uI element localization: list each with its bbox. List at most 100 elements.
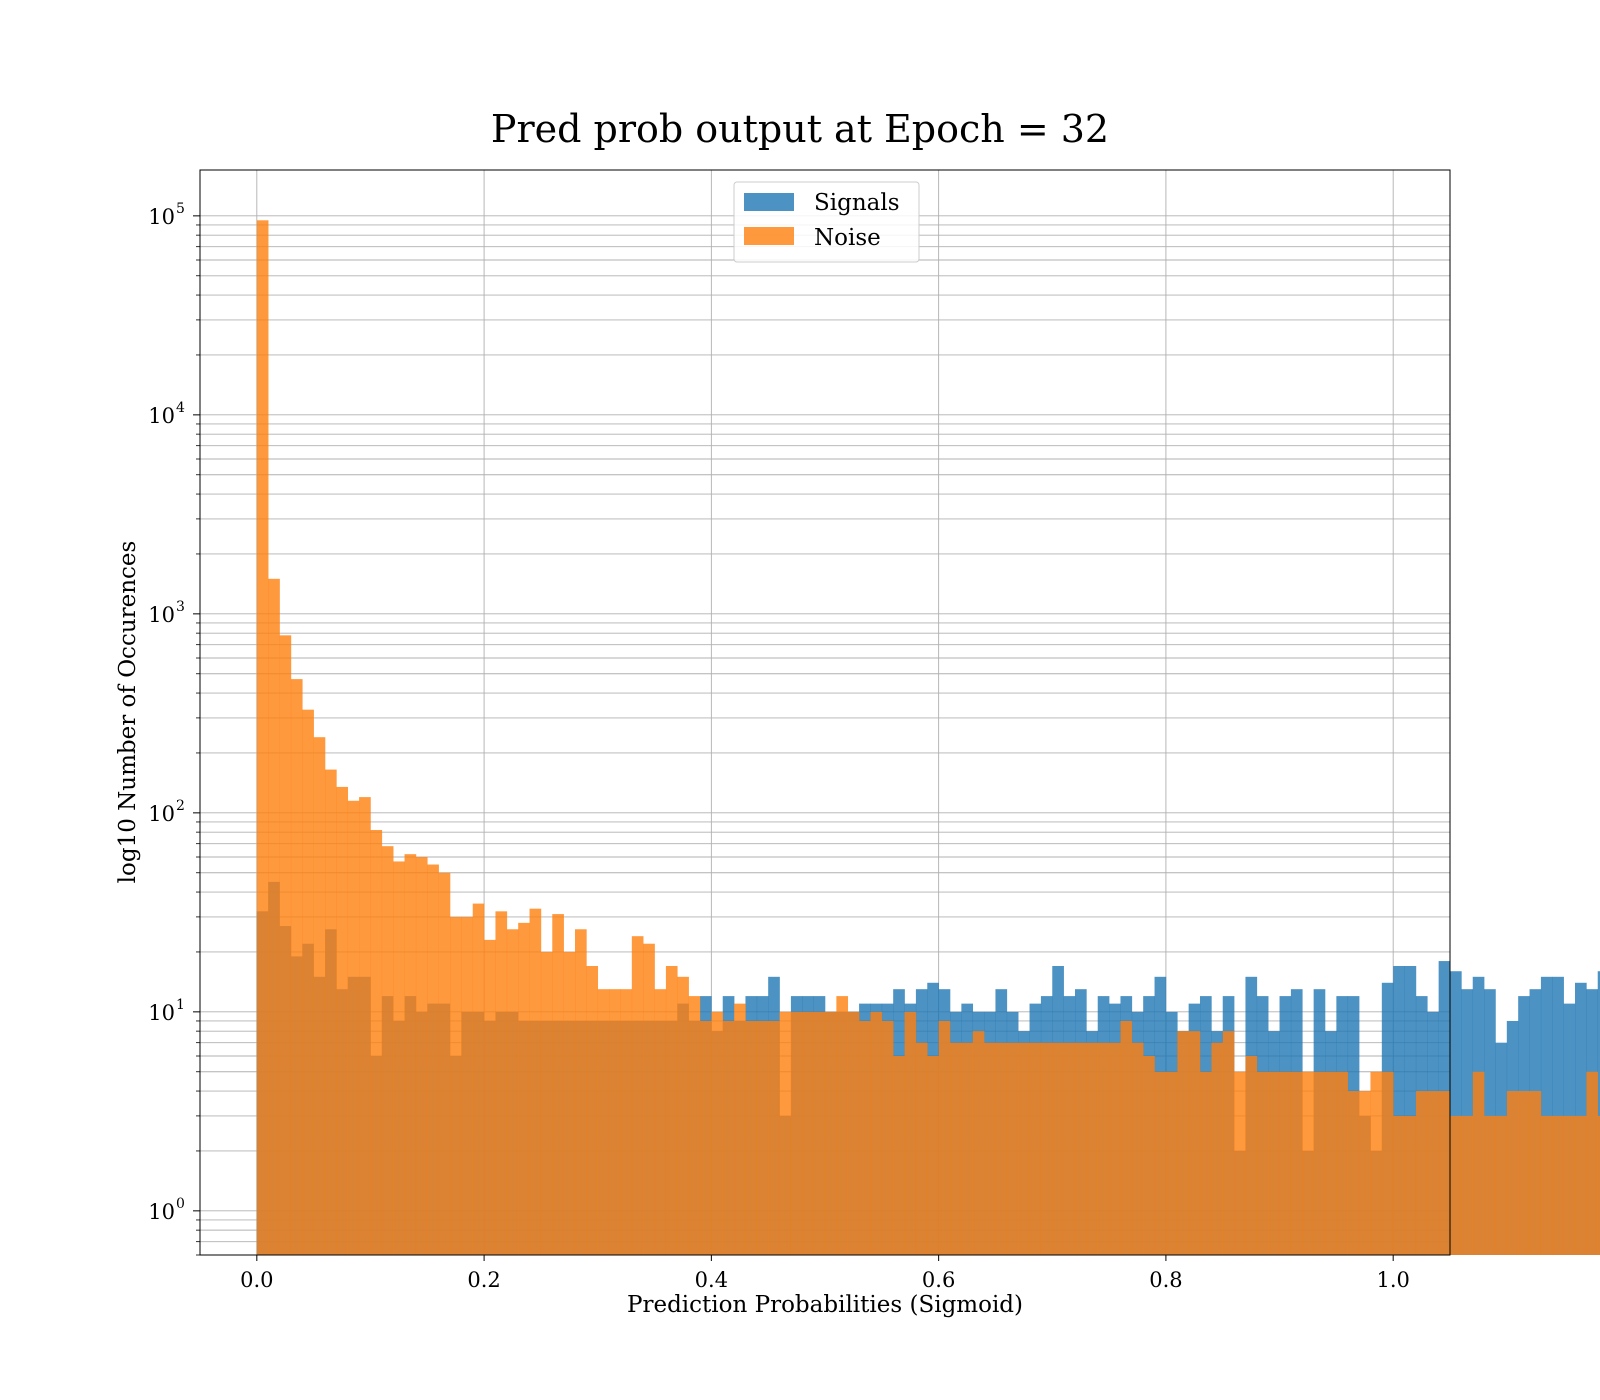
noise-bar xyxy=(1268,1071,1280,1255)
noise-bar xyxy=(1472,1071,1485,1255)
noise-bar xyxy=(1234,1071,1246,1255)
y-tick-exponent: 0 xyxy=(176,1196,185,1212)
noise-bar xyxy=(404,854,417,1255)
noise-bar xyxy=(756,1020,769,1255)
legend-label-noise: Noise xyxy=(814,225,881,251)
noise-bar xyxy=(768,1020,780,1255)
noise-bar xyxy=(552,914,564,1255)
noise-bar xyxy=(711,1011,724,1255)
noise-bar xyxy=(450,916,462,1255)
noise-bar xyxy=(665,965,678,1255)
noise-bar xyxy=(1040,1042,1053,1255)
signals-bar xyxy=(1393,965,1405,1255)
noise-bar xyxy=(575,929,587,1255)
noise-bar xyxy=(597,989,610,1255)
noise-bar xyxy=(734,1003,746,1255)
noise-bar xyxy=(1256,1071,1269,1255)
noise-bar xyxy=(529,908,542,1255)
noise-bar xyxy=(1484,1115,1496,1255)
y-tick-exponent: 3 xyxy=(176,599,185,615)
noise-bar xyxy=(1563,1115,1576,1255)
noise-bar xyxy=(484,939,496,1255)
noise-bar xyxy=(302,709,314,1255)
noise-bar xyxy=(1188,1031,1201,1255)
signals-bar xyxy=(1404,965,1417,1255)
noise-bar xyxy=(1450,1115,1462,1255)
noise-bar xyxy=(859,1020,871,1255)
noise-bar xyxy=(336,786,349,1255)
noise-bar xyxy=(1018,1042,1030,1255)
noise-bar xyxy=(268,578,280,1255)
y-tick-label: 10 xyxy=(148,404,175,428)
noise-bar xyxy=(643,943,655,1255)
noise-bar xyxy=(461,916,474,1255)
noise-bar xyxy=(881,1020,894,1255)
noise-bar xyxy=(1029,1042,1042,1255)
noise-bar xyxy=(1154,1071,1167,1255)
y-tick-exponent: 1 xyxy=(176,997,185,1013)
x-tick-label: 0.4 xyxy=(695,1268,728,1292)
noise-bar xyxy=(654,989,667,1255)
noise-bar xyxy=(1586,1071,1599,1255)
noise-bar xyxy=(1393,1115,1405,1255)
noise-bar xyxy=(1529,1091,1542,1255)
x-tick-label: 1.0 xyxy=(1376,1268,1409,1292)
x-axis-ticks: 0.0 0.2 0.4 0.6 0.8 1.0 xyxy=(240,1255,1410,1292)
noise-bar xyxy=(790,1011,803,1255)
y-tick-label: 10 xyxy=(148,1001,175,1025)
noise-bar xyxy=(427,864,439,1255)
noise-bar xyxy=(984,1042,996,1255)
noise-bar xyxy=(847,1011,860,1255)
noise-bar xyxy=(1461,1115,1474,1255)
noise-bar xyxy=(1404,1115,1417,1255)
noise-bar xyxy=(915,1042,928,1255)
noise-bar xyxy=(972,1031,985,1255)
noise-bar xyxy=(506,929,519,1255)
noise-bar xyxy=(359,797,371,1255)
noise-bar xyxy=(1279,1071,1292,1255)
noise-bar xyxy=(1325,1071,1337,1255)
y-tick-label: 10 xyxy=(148,1200,175,1224)
noise-bar xyxy=(1143,1056,1155,1255)
y-tick-label: 10 xyxy=(148,603,175,627)
noise-bar xyxy=(438,872,451,1255)
noise-bar xyxy=(1575,1115,1587,1255)
noise-bar xyxy=(381,846,394,1255)
noise-bar xyxy=(1290,1071,1303,1255)
noise-bar xyxy=(1006,1042,1019,1255)
noise-bar xyxy=(1518,1091,1530,1255)
noise-bar xyxy=(1359,1091,1371,1255)
noise-bar xyxy=(677,976,689,1255)
y-tick-exponent: 2 xyxy=(176,798,185,814)
noise-bar xyxy=(1313,1071,1326,1255)
noise-bar xyxy=(961,1042,974,1255)
noise-bar xyxy=(1506,1091,1519,1255)
noise-bar xyxy=(1552,1115,1564,1255)
x-tick-label: 0.0 xyxy=(240,1268,273,1292)
signals-bar xyxy=(1597,971,1600,1255)
noise-bar xyxy=(1165,1071,1178,1255)
legend: Signals Noise xyxy=(733,181,920,263)
chart-title: Pred prob output at Epoch = 32 xyxy=(491,107,1109,151)
noise-bar xyxy=(393,861,405,1255)
noise-bar xyxy=(813,1011,826,1255)
y-tick-label: 10 xyxy=(148,802,175,826)
noise-bar xyxy=(927,1056,939,1255)
noise-bar xyxy=(1131,1042,1144,1255)
noise-bar xyxy=(1109,1042,1121,1255)
noise-bar xyxy=(1381,1071,1394,1255)
y-axis-label: log10 Number of Occurences xyxy=(115,541,141,884)
noise-bar xyxy=(1336,1071,1349,1255)
noise-bar xyxy=(1120,1020,1133,1255)
noise-bar xyxy=(870,1011,883,1255)
legend-label-signals: Signals xyxy=(814,190,900,216)
noise-bar xyxy=(802,1011,814,1255)
legend-swatch-signals xyxy=(744,193,794,211)
y-tick-exponent: 4 xyxy=(176,400,185,416)
y-tick-label: 10 xyxy=(148,205,175,229)
noise-bar xyxy=(472,903,485,1255)
noise-bar xyxy=(518,922,530,1255)
noise-bar xyxy=(256,220,269,1256)
